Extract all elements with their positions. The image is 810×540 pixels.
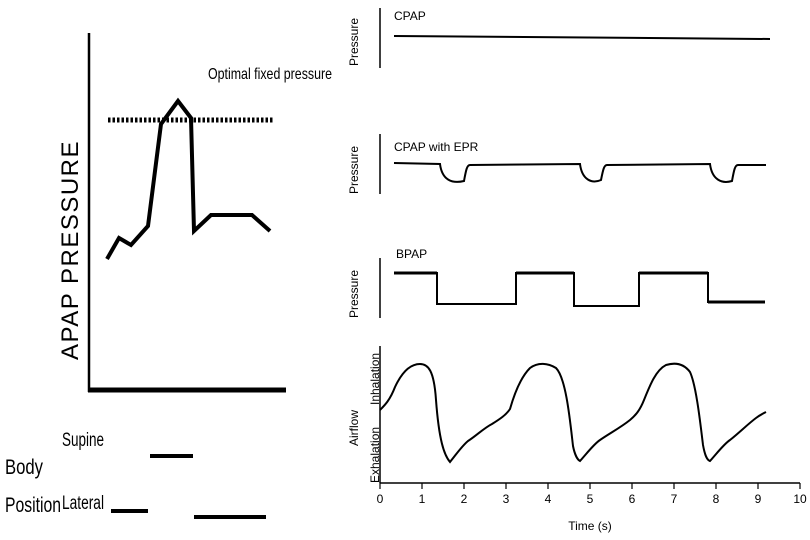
position-label: Position bbox=[5, 494, 61, 517]
cpap-panel: Pressure CPAP bbox=[347, 8, 771, 68]
time-tick-label: 10 bbox=[793, 492, 807, 506]
cpap-ylabel: Pressure bbox=[347, 18, 361, 66]
epr-panel: Pressure CPAP with EPR bbox=[347, 134, 766, 194]
cpap-pressure-line bbox=[393, 35, 771, 40]
time-axis-label: Time (s) bbox=[568, 519, 612, 533]
time-tick-label: 8 bbox=[713, 492, 720, 506]
bpap-pressure-trace bbox=[394, 272, 765, 307]
time-axis: 0 1 2 3 4 5 6 7 8 9 10 Time (s) bbox=[377, 482, 807, 533]
time-tick-label: 7 bbox=[671, 492, 678, 506]
lateral-label: Lateral bbox=[62, 493, 104, 514]
time-tick-label: 0 bbox=[377, 492, 384, 506]
apap-y-axis-label: APAP PRESSURE bbox=[57, 140, 84, 360]
time-tick-label: 5 bbox=[587, 492, 594, 506]
time-tick-label: 1 bbox=[419, 492, 426, 506]
time-tick-label: 4 bbox=[545, 492, 552, 506]
time-tick-label: 2 bbox=[461, 492, 468, 506]
apap-panel: APAP PRESSURE Optimal fixed pressure Bod… bbox=[5, 33, 332, 519]
body-label: Body bbox=[5, 456, 43, 479]
time-tick-label: 9 bbox=[755, 492, 762, 506]
apap-pressure-trace bbox=[105, 97, 272, 260]
cpap-title: CPAP bbox=[394, 9, 426, 23]
airflow-trace bbox=[379, 362, 767, 464]
bpap-ylabel: Pressure bbox=[347, 270, 361, 318]
time-axis-ticks: 0 1 2 3 4 5 6 7 8 9 10 bbox=[377, 483, 807, 506]
airflow-inhalation-label: Inhalation bbox=[368, 353, 382, 405]
time-tick-label: 3 bbox=[503, 492, 510, 506]
optimal-fixed-pressure-label: Optimal fixed pressure bbox=[208, 66, 332, 83]
bpap-title: BPAP bbox=[396, 247, 427, 261]
epr-ylabel: Pressure bbox=[347, 146, 361, 194]
airflow-panel: Airflow Inhalation Exhalation bbox=[347, 346, 767, 483]
time-tick-label: 6 bbox=[629, 492, 636, 506]
supine-label: Supine bbox=[62, 430, 104, 451]
bpap-panel: Pressure BPAP bbox=[347, 247, 765, 318]
airflow-exhalation-label: Exhalation bbox=[368, 427, 382, 483]
airflow-ylabel: Airflow bbox=[347, 410, 361, 446]
epr-pressure-trace bbox=[393, 162, 766, 183]
epr-title: CPAP with EPR bbox=[394, 140, 479, 154]
